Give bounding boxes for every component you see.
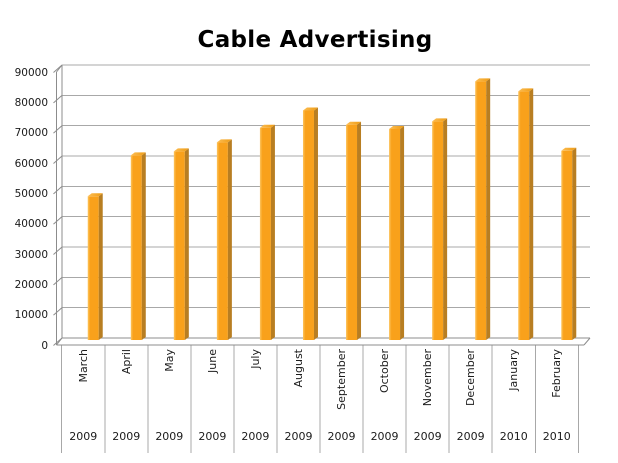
month-label: February <box>550 349 564 398</box>
year-label: 2009 <box>456 430 485 443</box>
year-label: 2009 <box>413 430 442 443</box>
month-label: September <box>335 349 349 410</box>
bar <box>346 121 362 341</box>
month-label: January <box>507 349 521 391</box>
month-label-cell: August <box>277 346 320 426</box>
year-label: 2009 <box>327 430 356 443</box>
chart-title: Cable Advertising <box>197 27 433 53</box>
y-tick-label: 20000 <box>14 278 48 291</box>
bar <box>302 107 318 340</box>
month-label-cell: April <box>105 346 148 426</box>
y-tick-label: 80000 <box>14 96 48 109</box>
y-tick-label: 30000 <box>14 248 48 261</box>
month-label: June <box>205 349 219 373</box>
year-label: 2010 <box>499 430 528 443</box>
bar <box>259 124 275 340</box>
y-tick-label: 40000 <box>14 218 48 231</box>
bar <box>216 139 232 340</box>
bar <box>475 78 491 340</box>
bar <box>561 147 577 340</box>
y-tick-label: 10000 <box>14 309 48 322</box>
year-label: 2009 <box>284 430 313 443</box>
bar <box>130 152 146 340</box>
bar <box>173 148 189 340</box>
month-label-cell: November <box>406 346 449 426</box>
month-label-cell: October <box>363 346 406 426</box>
month-label-cell: January <box>492 346 535 426</box>
month-label-cell: March <box>62 346 105 426</box>
month-label-cell: June <box>191 346 234 426</box>
month-label: December <box>464 349 478 407</box>
year-label: 2009 <box>112 430 141 443</box>
y-tick-label: 70000 <box>14 127 48 140</box>
month-label-cell: May <box>148 346 191 426</box>
month-label-cell: December <box>449 346 492 426</box>
y-tick-label: 50000 <box>14 187 48 200</box>
year-label: 2010 <box>542 430 571 443</box>
year-label: 2009 <box>241 430 270 443</box>
year-label: 2009 <box>370 430 399 443</box>
month-label: March <box>76 349 90 383</box>
month-label: July <box>248 349 262 369</box>
year-label: 2009 <box>155 430 184 443</box>
bar <box>432 118 448 341</box>
month-label: November <box>421 349 435 407</box>
month-label: May <box>162 349 176 372</box>
month-label: April <box>119 349 133 375</box>
year-label: 2009 <box>198 430 227 443</box>
month-label: August <box>291 349 305 388</box>
y-tick-label: 90000 <box>14 66 48 79</box>
y-tick-label: 60000 <box>14 157 48 170</box>
bar <box>87 193 103 340</box>
y-tick-label: 0 <box>41 339 48 352</box>
month-label-cell: July <box>234 346 277 426</box>
month-label-cell: February <box>535 346 578 426</box>
month-label-cell: September <box>320 346 363 426</box>
month-label: October <box>378 349 392 394</box>
bar <box>389 125 405 340</box>
bar <box>518 88 534 341</box>
year-label: 2009 <box>69 430 98 443</box>
